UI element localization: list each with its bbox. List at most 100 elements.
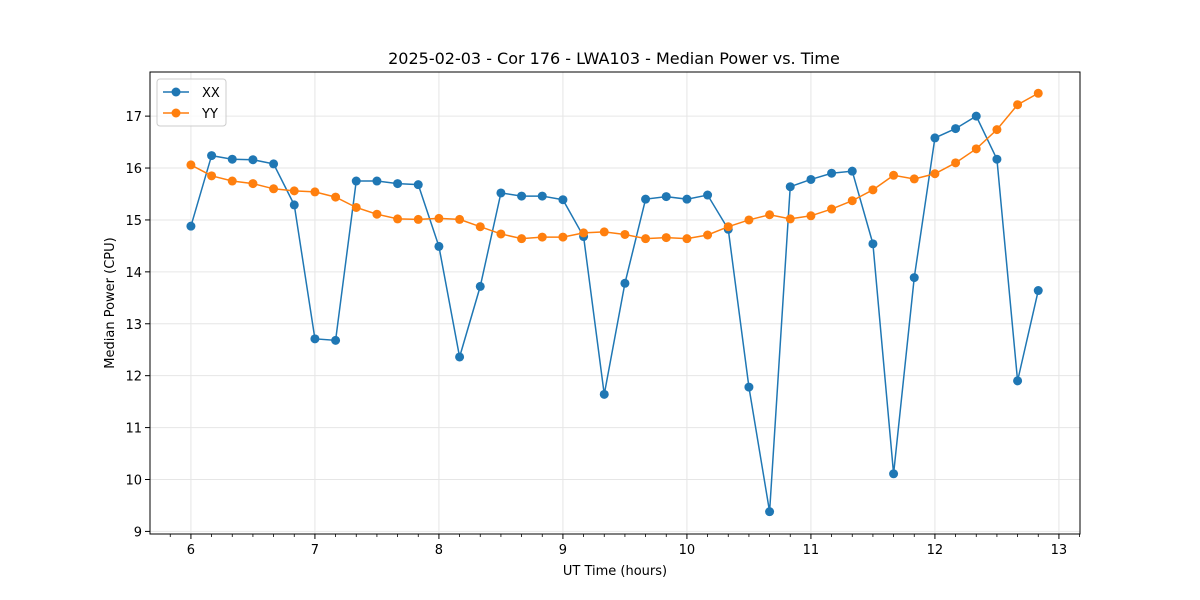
- data-point-yy: [971, 144, 981, 154]
- data-point-xx: [806, 174, 816, 184]
- x-axis-label: UT Time (hours): [563, 564, 667, 579]
- data-point-xx: [620, 278, 630, 288]
- data-point-xx: [393, 179, 403, 189]
- data-point-yy: [434, 213, 444, 223]
- data-point-yy: [269, 184, 279, 194]
- data-point-xx: [517, 191, 527, 201]
- data-point-yy: [496, 229, 506, 239]
- data-point-yy: [868, 185, 878, 195]
- x-tick-label: 6: [187, 543, 195, 558]
- series-layer: [186, 88, 1043, 517]
- data-point-xx: [992, 154, 1002, 164]
- data-point-yy: [703, 230, 713, 240]
- data-point-yy: [351, 202, 361, 212]
- y-tick-label: 11: [125, 422, 142, 437]
- data-point-yy: [847, 196, 857, 206]
- data-point-yy: [620, 229, 630, 239]
- y-tick-label: 16: [125, 162, 142, 177]
- y-tick-label: 14: [125, 266, 142, 281]
- data-point-yy: [806, 211, 816, 221]
- data-point-xx: [558, 195, 568, 205]
- data-point-xx: [703, 190, 713, 200]
- data-point-yy: [827, 204, 837, 214]
- data-point-xx: [351, 176, 361, 186]
- data-point-xx: [599, 389, 609, 399]
- data-point-xx: [682, 194, 692, 204]
- data-point-yy: [930, 169, 940, 179]
- data-point-yy: [641, 234, 651, 244]
- data-point-xx: [868, 239, 878, 249]
- y-axis-label: Median Power (CPU): [103, 237, 118, 368]
- data-point-yy: [413, 214, 423, 224]
- y-tick-label: 13: [125, 318, 142, 333]
- plot-frame: [149, 71, 1081, 535]
- data-point-xx: [537, 191, 547, 201]
- data-point-yy: [909, 174, 919, 184]
- data-point-xx: [641, 194, 651, 204]
- data-point-yy: [1033, 88, 1043, 98]
- data-point-xx: [847, 166, 857, 176]
- data-point-yy: [744, 215, 754, 225]
- data-point-xx: [434, 241, 444, 251]
- data-point-xx: [744, 382, 754, 392]
- y-tick-label: 9: [134, 525, 142, 540]
- x-tick-label: 9: [559, 543, 567, 558]
- data-point-yy: [475, 222, 485, 232]
- x-tick-label: 10: [679, 543, 696, 558]
- data-point-yy: [723, 222, 733, 232]
- data-point-yy: [289, 186, 299, 196]
- legend-label-yy: YY: [201, 107, 218, 122]
- series-line-xx: [190, 115, 1039, 512]
- legend-label-xx: XX: [202, 86, 220, 101]
- data-point-xx: [207, 151, 217, 161]
- legend-marker-yy: [171, 108, 181, 118]
- data-point-yy: [661, 233, 671, 243]
- data-point-yy: [579, 228, 589, 238]
- legend: XX YY: [156, 78, 227, 127]
- y-tick-label: 12: [125, 370, 142, 385]
- data-point-xx: [269, 159, 279, 169]
- data-point-yy: [393, 214, 403, 224]
- data-point-xx: [930, 133, 940, 143]
- data-point-xx: [455, 352, 465, 362]
- data-point-yy: [1013, 100, 1023, 110]
- chart-title: 2025-02-03 - Cor 176 - LWA103 - Median P…: [388, 49, 840, 68]
- data-point-xx: [331, 335, 341, 345]
- data-point-xx: [496, 188, 506, 198]
- data-point-xx: [475, 281, 485, 291]
- data-point-xx: [248, 155, 258, 165]
- data-point-xx: [186, 221, 196, 231]
- data-point-xx: [227, 154, 237, 164]
- data-point-yy: [248, 179, 258, 189]
- data-point-yy: [227, 176, 237, 186]
- data-point-yy: [785, 214, 795, 224]
- data-point-xx: [971, 111, 981, 121]
- legend-marker-xx: [171, 87, 181, 97]
- data-point-xx: [372, 176, 382, 186]
- x-tick-label: 8: [435, 543, 443, 558]
- x-tick-label: 12: [927, 543, 944, 558]
- data-point-xx: [785, 182, 795, 192]
- data-point-yy: [992, 125, 1002, 135]
- x-tick-label: 7: [311, 543, 319, 558]
- series-line-yy: [190, 92, 1039, 240]
- y-tick-label: 15: [125, 214, 142, 229]
- x-tick-label: 11: [803, 543, 820, 558]
- data-point-xx: [661, 192, 671, 202]
- data-point-yy: [599, 227, 609, 237]
- data-point-xx: [289, 200, 299, 210]
- grid-lines: [150, 72, 1080, 534]
- data-point-xx: [765, 507, 775, 517]
- axis-ticks: 6 7 8 9 10 11 12 13 9 10 11 12 13 14 15 16 17: [125, 110, 1080, 558]
- data-point-yy: [207, 171, 217, 181]
- data-point-yy: [558, 232, 568, 242]
- x-tick-label: 13: [1051, 543, 1068, 558]
- data-point-xx: [1013, 376, 1023, 386]
- data-point-yy: [331, 192, 341, 202]
- data-point-xx: [889, 469, 899, 479]
- data-point-xx: [413, 180, 423, 190]
- y-tick-label: 17: [125, 110, 142, 125]
- data-point-yy: [765, 210, 775, 220]
- data-point-xx: [951, 124, 961, 134]
